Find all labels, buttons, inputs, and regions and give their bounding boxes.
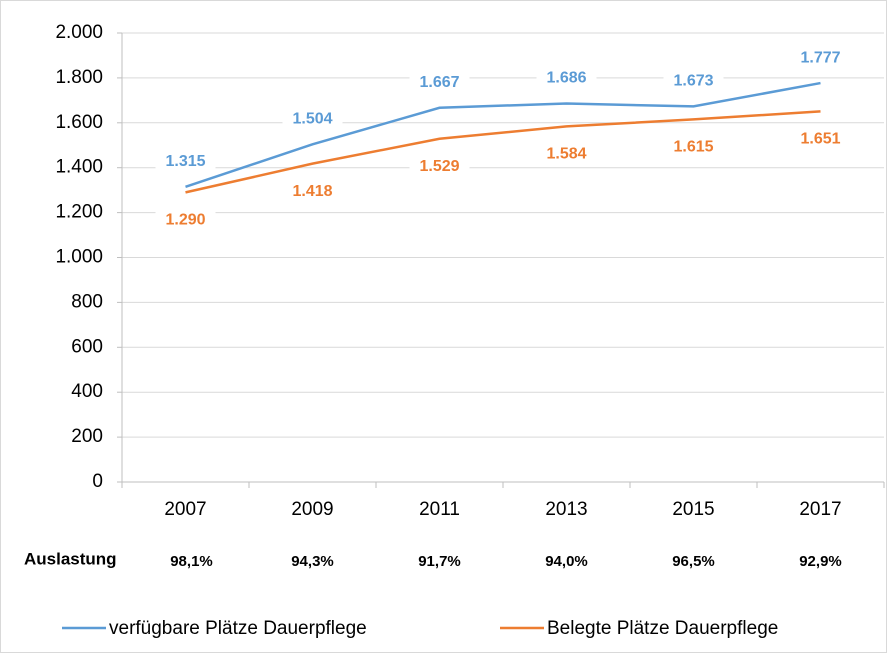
x-tick-label: 2015 bbox=[672, 499, 714, 520]
data-label-bg bbox=[282, 180, 343, 203]
data-label: 1.290 bbox=[165, 212, 205, 229]
data-label-bg bbox=[663, 136, 724, 159]
data-label-bg bbox=[536, 143, 597, 166]
y-tick-label: 1.600 bbox=[55, 112, 103, 133]
legend-label: Belegte Plätze Dauerpflege bbox=[547, 618, 778, 639]
data-label-bg bbox=[790, 47, 851, 70]
legend-label: verfügbare Plätze Dauerpflege bbox=[109, 618, 367, 639]
data-label-bg bbox=[790, 128, 851, 151]
data-label-bg bbox=[409, 71, 470, 94]
x-tick-label: 2011 bbox=[419, 499, 460, 520]
y-tick-label: 600 bbox=[71, 336, 103, 357]
annotation-value: 94,3% bbox=[291, 553, 334, 570]
x-tick-label: 2017 bbox=[799, 499, 841, 520]
y-tick-label: 1.200 bbox=[55, 202, 103, 223]
annotation-value: 94,0% bbox=[545, 553, 588, 570]
data-label: 1.673 bbox=[673, 73, 713, 90]
data-label-bg bbox=[536, 67, 597, 90]
annotation-value: 92,9% bbox=[799, 553, 842, 570]
annotation-label: Auslastung bbox=[24, 549, 117, 568]
data-label: 1.651 bbox=[800, 131, 840, 148]
data-label: 1.504 bbox=[292, 111, 332, 128]
data-label: 1.615 bbox=[673, 139, 713, 156]
data-label-bg bbox=[663, 70, 724, 93]
y-tick-label: 400 bbox=[71, 381, 103, 402]
data-label: 1.777 bbox=[800, 49, 840, 66]
data-label-bg bbox=[155, 209, 216, 232]
annotation-value: 98,1% bbox=[170, 553, 213, 570]
x-tick-label: 2009 bbox=[291, 499, 333, 520]
y-tick-label: 1.800 bbox=[55, 67, 103, 88]
y-tick-label: 2.000 bbox=[55, 22, 103, 43]
data-label-bg bbox=[282, 108, 343, 131]
data-label: 1.418 bbox=[292, 183, 332, 200]
data-label-bg bbox=[155, 150, 216, 173]
data-label: 1.529 bbox=[419, 158, 459, 175]
series-line bbox=[185, 81, 821, 188]
x-tick-label: 2013 bbox=[545, 499, 587, 520]
annotation-value: 91,7% bbox=[418, 553, 461, 570]
y-tick-label: 200 bbox=[71, 426, 103, 447]
data-label: 1.686 bbox=[546, 70, 586, 87]
y-tick-label: 1.000 bbox=[55, 247, 103, 268]
x-tick-label: 2007 bbox=[164, 499, 206, 520]
series-line bbox=[185, 110, 821, 194]
annotation-value: 96,5% bbox=[672, 553, 715, 570]
data-label-bg bbox=[409, 155, 470, 178]
data-label: 1.315 bbox=[165, 153, 205, 170]
y-tick-label: 800 bbox=[71, 291, 103, 312]
data-label: 1.667 bbox=[419, 74, 459, 91]
y-tick-label: 0 bbox=[92, 471, 103, 492]
data-label: 1.584 bbox=[546, 146, 586, 163]
y-tick-label: 1.400 bbox=[55, 157, 103, 178]
